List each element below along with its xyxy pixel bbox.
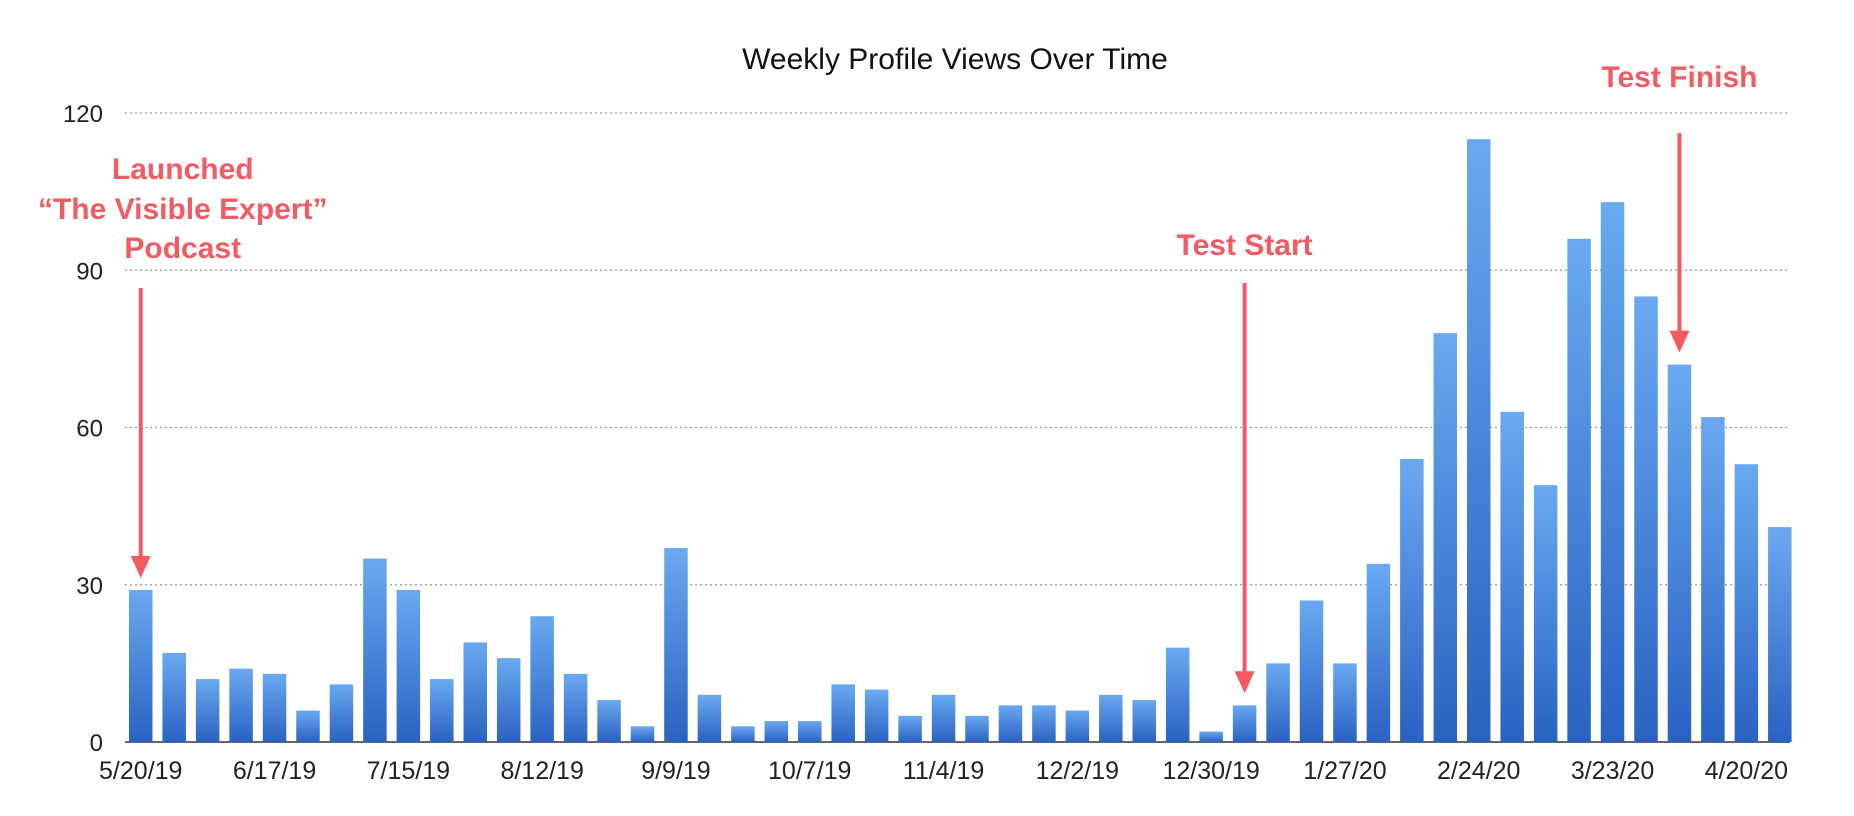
annotation-label: Podcast bbox=[124, 232, 241, 265]
x-tick-label: 6/17/19 bbox=[233, 757, 316, 785]
annotation-label: Test Finish bbox=[1601, 61, 1757, 94]
bar bbox=[329, 684, 354, 742]
x-tick-label: 11/4/19 bbox=[903, 757, 985, 785]
y-tick-label: 0 bbox=[90, 730, 103, 757]
bar bbox=[898, 715, 922, 742]
annotation-arrow-head bbox=[130, 555, 151, 578]
bar bbox=[195, 679, 220, 742]
y-tick-label: 120 bbox=[63, 101, 103, 128]
annotation-label: Test Start bbox=[1177, 229, 1313, 262]
bar bbox=[1165, 647, 1190, 742]
bar bbox=[1567, 238, 1591, 743]
y-tick-label: 60 bbox=[76, 416, 103, 443]
bar bbox=[1768, 527, 1792, 742]
bar bbox=[1600, 202, 1625, 742]
bar bbox=[129, 589, 153, 742]
bar bbox=[764, 721, 789, 742]
bar bbox=[1065, 710, 1090, 742]
x-tick-label: 12/30/19 bbox=[1162, 757, 1259, 785]
bar bbox=[1500, 411, 1524, 742]
x-tick-label: 10/7/19 bbox=[768, 757, 851, 785]
x-tick-label: 5/20/19 bbox=[99, 757, 182, 785]
bar bbox=[162, 652, 186, 742]
x-tick-label: 8/12/19 bbox=[500, 757, 583, 785]
annotation-label: Launched bbox=[112, 153, 254, 186]
bar bbox=[731, 726, 755, 742]
annotation-label: “The Visible Expert” bbox=[38, 193, 328, 226]
bar bbox=[396, 589, 421, 742]
bar bbox=[597, 700, 621, 742]
bar bbox=[1032, 705, 1056, 742]
bar bbox=[664, 548, 688, 742]
bar bbox=[965, 715, 989, 742]
bar bbox=[630, 726, 655, 742]
bar bbox=[496, 658, 521, 742]
annotation-arrow-head bbox=[1669, 330, 1690, 353]
bar bbox=[1701, 417, 1725, 742]
x-tick-label: 4/20/20 bbox=[1705, 757, 1788, 785]
x-axis-ticks: 5/20/19 6/17/19 7/15/19 8/12/19 9/9/19 10/7/1… bbox=[99, 757, 1788, 785]
bar bbox=[1266, 663, 1290, 742]
bar bbox=[262, 673, 287, 742]
bar bbox=[1533, 485, 1558, 742]
bar bbox=[1467, 139, 1491, 743]
bar bbox=[798, 721, 822, 742]
bar bbox=[1734, 464, 1759, 742]
bar bbox=[363, 558, 387, 742]
bar bbox=[1400, 458, 1424, 742]
bar bbox=[1667, 364, 1692, 742]
bar bbox=[1199, 731, 1223, 742]
x-tick-label: 12/2/19 bbox=[1036, 757, 1119, 785]
y-axis-ticks: 0 30 60 90 120 bbox=[63, 101, 103, 757]
chart-title: Weekly Profile Views Over Time bbox=[742, 43, 1168, 76]
bar bbox=[530, 616, 554, 742]
x-tick-label: 7/15/19 bbox=[367, 757, 450, 785]
y-tick-label: 90 bbox=[76, 258, 103, 285]
bar bbox=[1099, 694, 1123, 742]
x-tick-label: 9/9/19 bbox=[641, 757, 711, 785]
bar bbox=[1433, 333, 1458, 742]
annotation-arrow-head bbox=[1234, 671, 1255, 694]
x-tick-label: 1/27/20 bbox=[1303, 757, 1386, 785]
bar bbox=[831, 684, 855, 742]
annotations: Launched “The Visible Expert” Podcast Test … bbox=[38, 61, 1758, 694]
bar bbox=[563, 673, 588, 742]
bar bbox=[998, 705, 1023, 742]
bar bbox=[463, 642, 487, 742]
bars bbox=[129, 139, 1792, 743]
bar bbox=[1232, 705, 1257, 742]
bar bbox=[1333, 663, 1357, 742]
bar bbox=[1299, 600, 1324, 742]
x-tick-label: 3/23/20 bbox=[1571, 757, 1654, 785]
y-tick-label: 30 bbox=[76, 573, 103, 600]
bar bbox=[1132, 700, 1156, 742]
bar bbox=[1366, 563, 1391, 742]
x-tick-label: 2/24/20 bbox=[1437, 757, 1520, 785]
bar bbox=[864, 689, 889, 742]
bar bbox=[1634, 296, 1658, 742]
bar bbox=[931, 694, 956, 742]
bar bbox=[430, 679, 454, 742]
bar bbox=[697, 694, 722, 742]
bar bbox=[229, 668, 253, 742]
bar bbox=[296, 710, 320, 742]
